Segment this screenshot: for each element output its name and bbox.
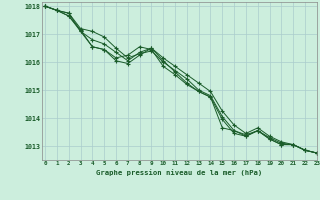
X-axis label: Graphe pression niveau de la mer (hPa): Graphe pression niveau de la mer (hPa) (96, 169, 262, 176)
